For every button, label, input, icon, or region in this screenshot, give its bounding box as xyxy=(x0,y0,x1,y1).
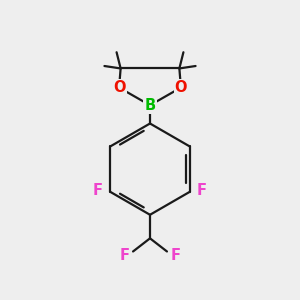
Text: F: F xyxy=(120,248,130,262)
Text: B: B xyxy=(144,98,156,113)
Text: F: F xyxy=(170,248,180,262)
Text: O: O xyxy=(113,80,125,95)
Text: O: O xyxy=(175,80,187,95)
Text: F: F xyxy=(93,183,103,198)
Text: F: F xyxy=(197,183,207,198)
